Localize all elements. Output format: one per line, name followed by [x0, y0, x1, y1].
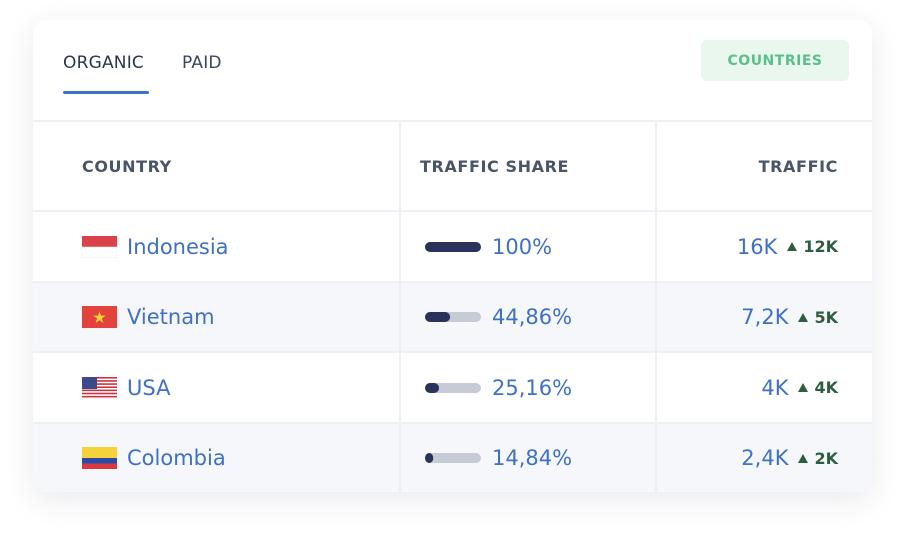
growth-value: 4K	[814, 378, 838, 397]
bar-fill	[425, 382, 440, 393]
share-bar	[425, 453, 481, 463]
column-header: COUNTRY	[82, 156, 172, 176]
bar-fill	[425, 241, 481, 252]
separator	[399, 282, 401, 352]
country-name[interactable]: Vietnam	[127, 305, 215, 329]
country-name[interactable]: USA	[127, 375, 171, 400]
share-label: 100%	[492, 234, 553, 259]
country-cell: Vietnam	[82, 283, 215, 352]
column-header: TRAFFIC SHARE	[420, 156, 570, 176]
table-row: Colombia 14,84% 2,4K 2K	[33, 421, 872, 493]
share-cell: 100%	[424, 212, 552, 281]
bar-fill	[425, 312, 451, 322]
share-cell: 25,16%	[424, 353, 572, 422]
share-bar	[425, 382, 481, 393]
tab[interactable]: ORGANIC	[63, 53, 144, 73]
bar-track	[425, 453, 481, 463]
growth-value: 2K	[814, 448, 838, 468]
column-header: TRAFFIC	[758, 156, 838, 176]
tab-underline	[63, 91, 149, 94]
traffic-cell: 16K 12K	[737, 212, 838, 281]
traffic-value: 2,4K	[741, 446, 789, 470]
share-cell: 44,86%	[424, 283, 572, 352]
country-cell: USA	[82, 353, 170, 422]
growth-value: 12K	[803, 237, 838, 256]
up-arrow	[798, 383, 809, 392]
country-cell: Indonesia	[82, 212, 229, 281]
table-row: Indonesia 100% 16K 12K	[33, 210, 872, 281]
up-arrow	[798, 453, 809, 463]
separator	[655, 122, 657, 210]
bar-track	[425, 382, 481, 393]
share-label: 44,86%	[492, 305, 573, 329]
flag	[82, 376, 117, 399]
flag	[82, 306, 117, 328]
growth-value: 5K	[814, 307, 838, 327]
separator	[655, 212, 657, 281]
table-row: USA 25,16% 4K 4K	[33, 351, 872, 422]
separator	[399, 122, 401, 210]
traffic-cell: 7,2K 5K	[741, 283, 838, 352]
country-name[interactable]: Indonesia	[127, 234, 229, 259]
tab[interactable]: PAID	[182, 53, 222, 73]
share-label: 14,84%	[492, 446, 573, 470]
bar-fill	[425, 453, 434, 463]
share-bar	[425, 241, 481, 252]
separator	[655, 353, 657, 422]
country-name[interactable]: Colombia	[127, 446, 226, 470]
flag	[82, 235, 117, 258]
countries-button[interactable]: COUNTRIES	[701, 40, 849, 81]
card: ORGANIC PAID COUNTRIES COUNTRY TRAFFIC S…	[33, 20, 872, 492]
share-cell: 14,84%	[424, 424, 572, 493]
share-label: 25,16%	[492, 375, 573, 400]
separator	[399, 212, 401, 281]
share-bar	[425, 312, 481, 322]
country-cell: Colombia	[82, 424, 226, 493]
separator	[655, 282, 657, 352]
separator	[399, 423, 401, 492]
up-arrow	[798, 312, 809, 322]
separator	[399, 353, 401, 422]
header-row: COUNTRY TRAFFIC SHARE TRAFFIC	[33, 120, 872, 210]
separator	[655, 423, 657, 492]
traffic-value: 16K	[736, 234, 778, 259]
flag	[82, 447, 117, 469]
traffic-value: 7,2K	[741, 305, 789, 329]
traffic-value: 4K	[761, 375, 789, 400]
up-arrow	[787, 242, 798, 251]
table-row: Vietnam 44,86% 7,2K 5K	[33, 280, 872, 352]
traffic-cell: 2,4K 2K	[741, 424, 838, 493]
traffic-cell: 4K 4K	[761, 353, 838, 422]
